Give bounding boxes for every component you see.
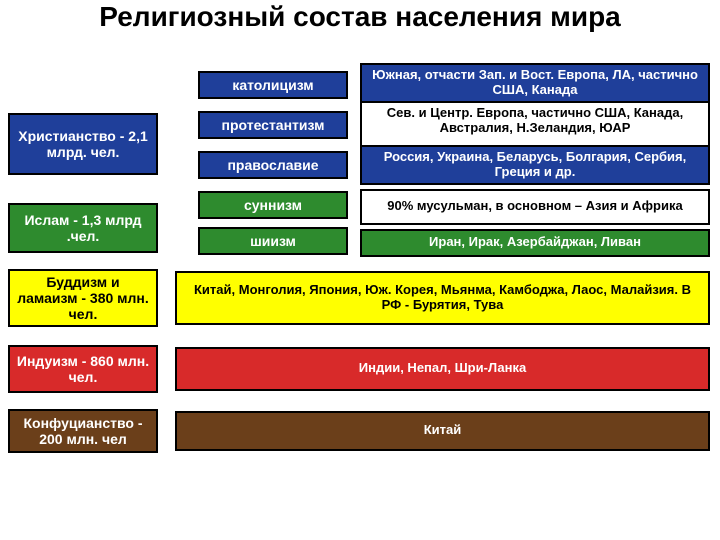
box-budd-left: Буддизм и ламаизм - 380 млн. чел. — [8, 269, 158, 327]
box-sunn-mid: суннизм — [198, 191, 348, 219]
box-christ-left: Христианство - 2,1 млрд. чел. — [8, 113, 158, 175]
box-sunn-right: 90% мусульман, в основном – Азия и Африк… — [360, 189, 710, 225]
box-islam-left: Ислам - 1,3 млрд .чел. — [8, 203, 158, 253]
box-orth-mid: православие — [198, 151, 348, 179]
box-shia-right: Иран, Ирак, Азербайджан, Ливан — [360, 229, 710, 257]
diagram-canvas: Христианство - 2,1 млрд. чел. католицизм п… — [0, 33, 720, 533]
page-title: Религиозный состав населения мира — [0, 0, 720, 33]
box-shia-mid: шиизм — [198, 227, 348, 255]
box-cath-right: Южная, отчасти Зап. и Вост. Европа, ЛА, … — [360, 63, 710, 103]
box-hindu-left: Индуизм - 860 млн. чел. — [8, 345, 158, 393]
box-orth-right: Россия, Украина, Беларусь, Болгария, Сер… — [360, 145, 710, 185]
box-prot-mid: протестантизм — [198, 111, 348, 139]
box-cath-mid: католицизм — [198, 71, 348, 99]
box-hindu-right: Индии, Непал, Шри-Ланка — [175, 347, 710, 391]
box-conf-right: Китай — [175, 411, 710, 451]
box-budd-right: Китай, Монголия, Япония, Юж. Корея, Мьян… — [175, 271, 710, 325]
box-conf-left: Конфуцианство - 200 млн. чел — [8, 409, 158, 453]
